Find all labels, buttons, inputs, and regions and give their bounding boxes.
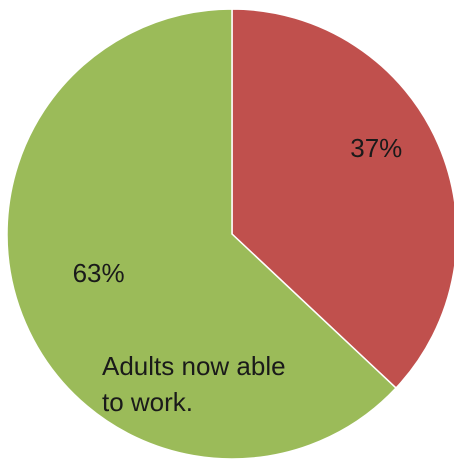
pie-slice-1	[231, 8, 454, 390]
pie-slice-2	[6, 8, 398, 460]
slice-annotation-line: Adults now able	[102, 351, 286, 381]
slice-annotation-line: to work.	[102, 387, 193, 417]
pie-slices	[6, 8, 454, 460]
slice-label-2: 63%	[73, 258, 125, 288]
slice-label-1: 37%	[350, 133, 402, 163]
slice-annotation-2: Adults now able to work.	[102, 351, 286, 417]
pie-labels: 37% 63% Adults now able to work.	[73, 133, 403, 417]
